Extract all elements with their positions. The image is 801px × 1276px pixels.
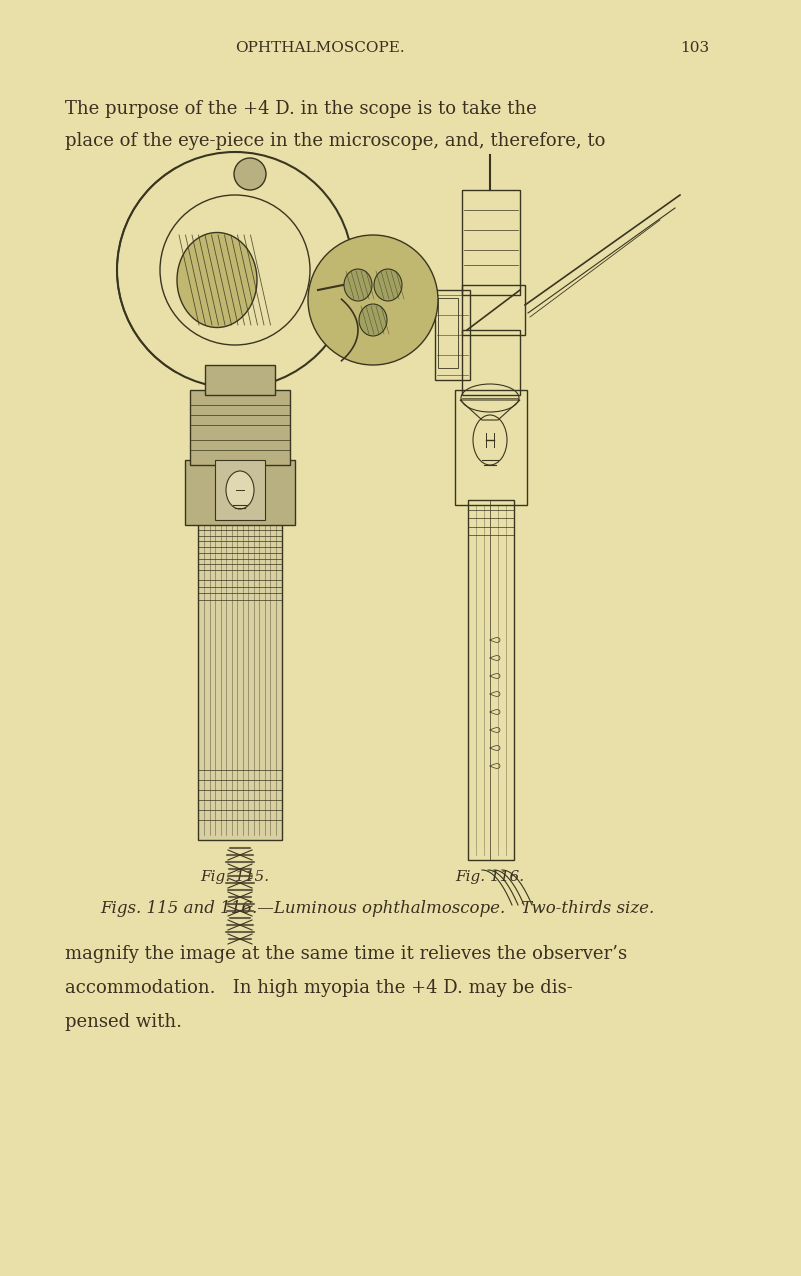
Ellipse shape [374, 269, 402, 301]
Text: place of the eye-piece in the microscope, and, therefore, to: place of the eye-piece in the microscope… [65, 131, 606, 151]
Text: Figs. 115 and 116.—Luminous ophthalmoscope.   Two-thirds size.: Figs. 115 and 116.—Luminous ophthalmosco… [100, 900, 654, 917]
Text: accommodation.   In high myopia the +4 D. may be dis-: accommodation. In high myopia the +4 D. … [65, 979, 573, 997]
Bar [455, 390, 527, 505]
Bar [462, 330, 520, 396]
Ellipse shape [344, 269, 372, 301]
Bar [185, 461, 295, 524]
Bar [438, 299, 458, 367]
Circle shape [234, 158, 266, 190]
Text: Fig. 115.: Fig. 115. [200, 870, 270, 884]
Bar [215, 461, 265, 521]
Ellipse shape [226, 471, 254, 509]
Bar [462, 285, 525, 336]
Bar [435, 290, 470, 380]
Text: Fig. 116.: Fig. 116. [456, 870, 525, 884]
Ellipse shape [359, 304, 387, 336]
Bar [205, 365, 275, 396]
Text: magnify the image at the same time it relieves the observer’s: magnify the image at the same time it re… [65, 946, 627, 963]
Circle shape [308, 235, 438, 365]
Bar [468, 500, 514, 860]
Bar [462, 190, 520, 295]
Text: OPHTHALMOSCOPE.: OPHTHALMOSCOPE. [235, 41, 405, 55]
Text: 103: 103 [680, 41, 710, 55]
Ellipse shape [177, 232, 257, 328]
Bar [198, 521, 282, 840]
Text: The purpose of the +4 D. in the scope is to take the: The purpose of the +4 D. in the scope is… [65, 100, 537, 117]
Text: pensed with.: pensed with. [65, 1013, 182, 1031]
Bar [190, 390, 290, 464]
